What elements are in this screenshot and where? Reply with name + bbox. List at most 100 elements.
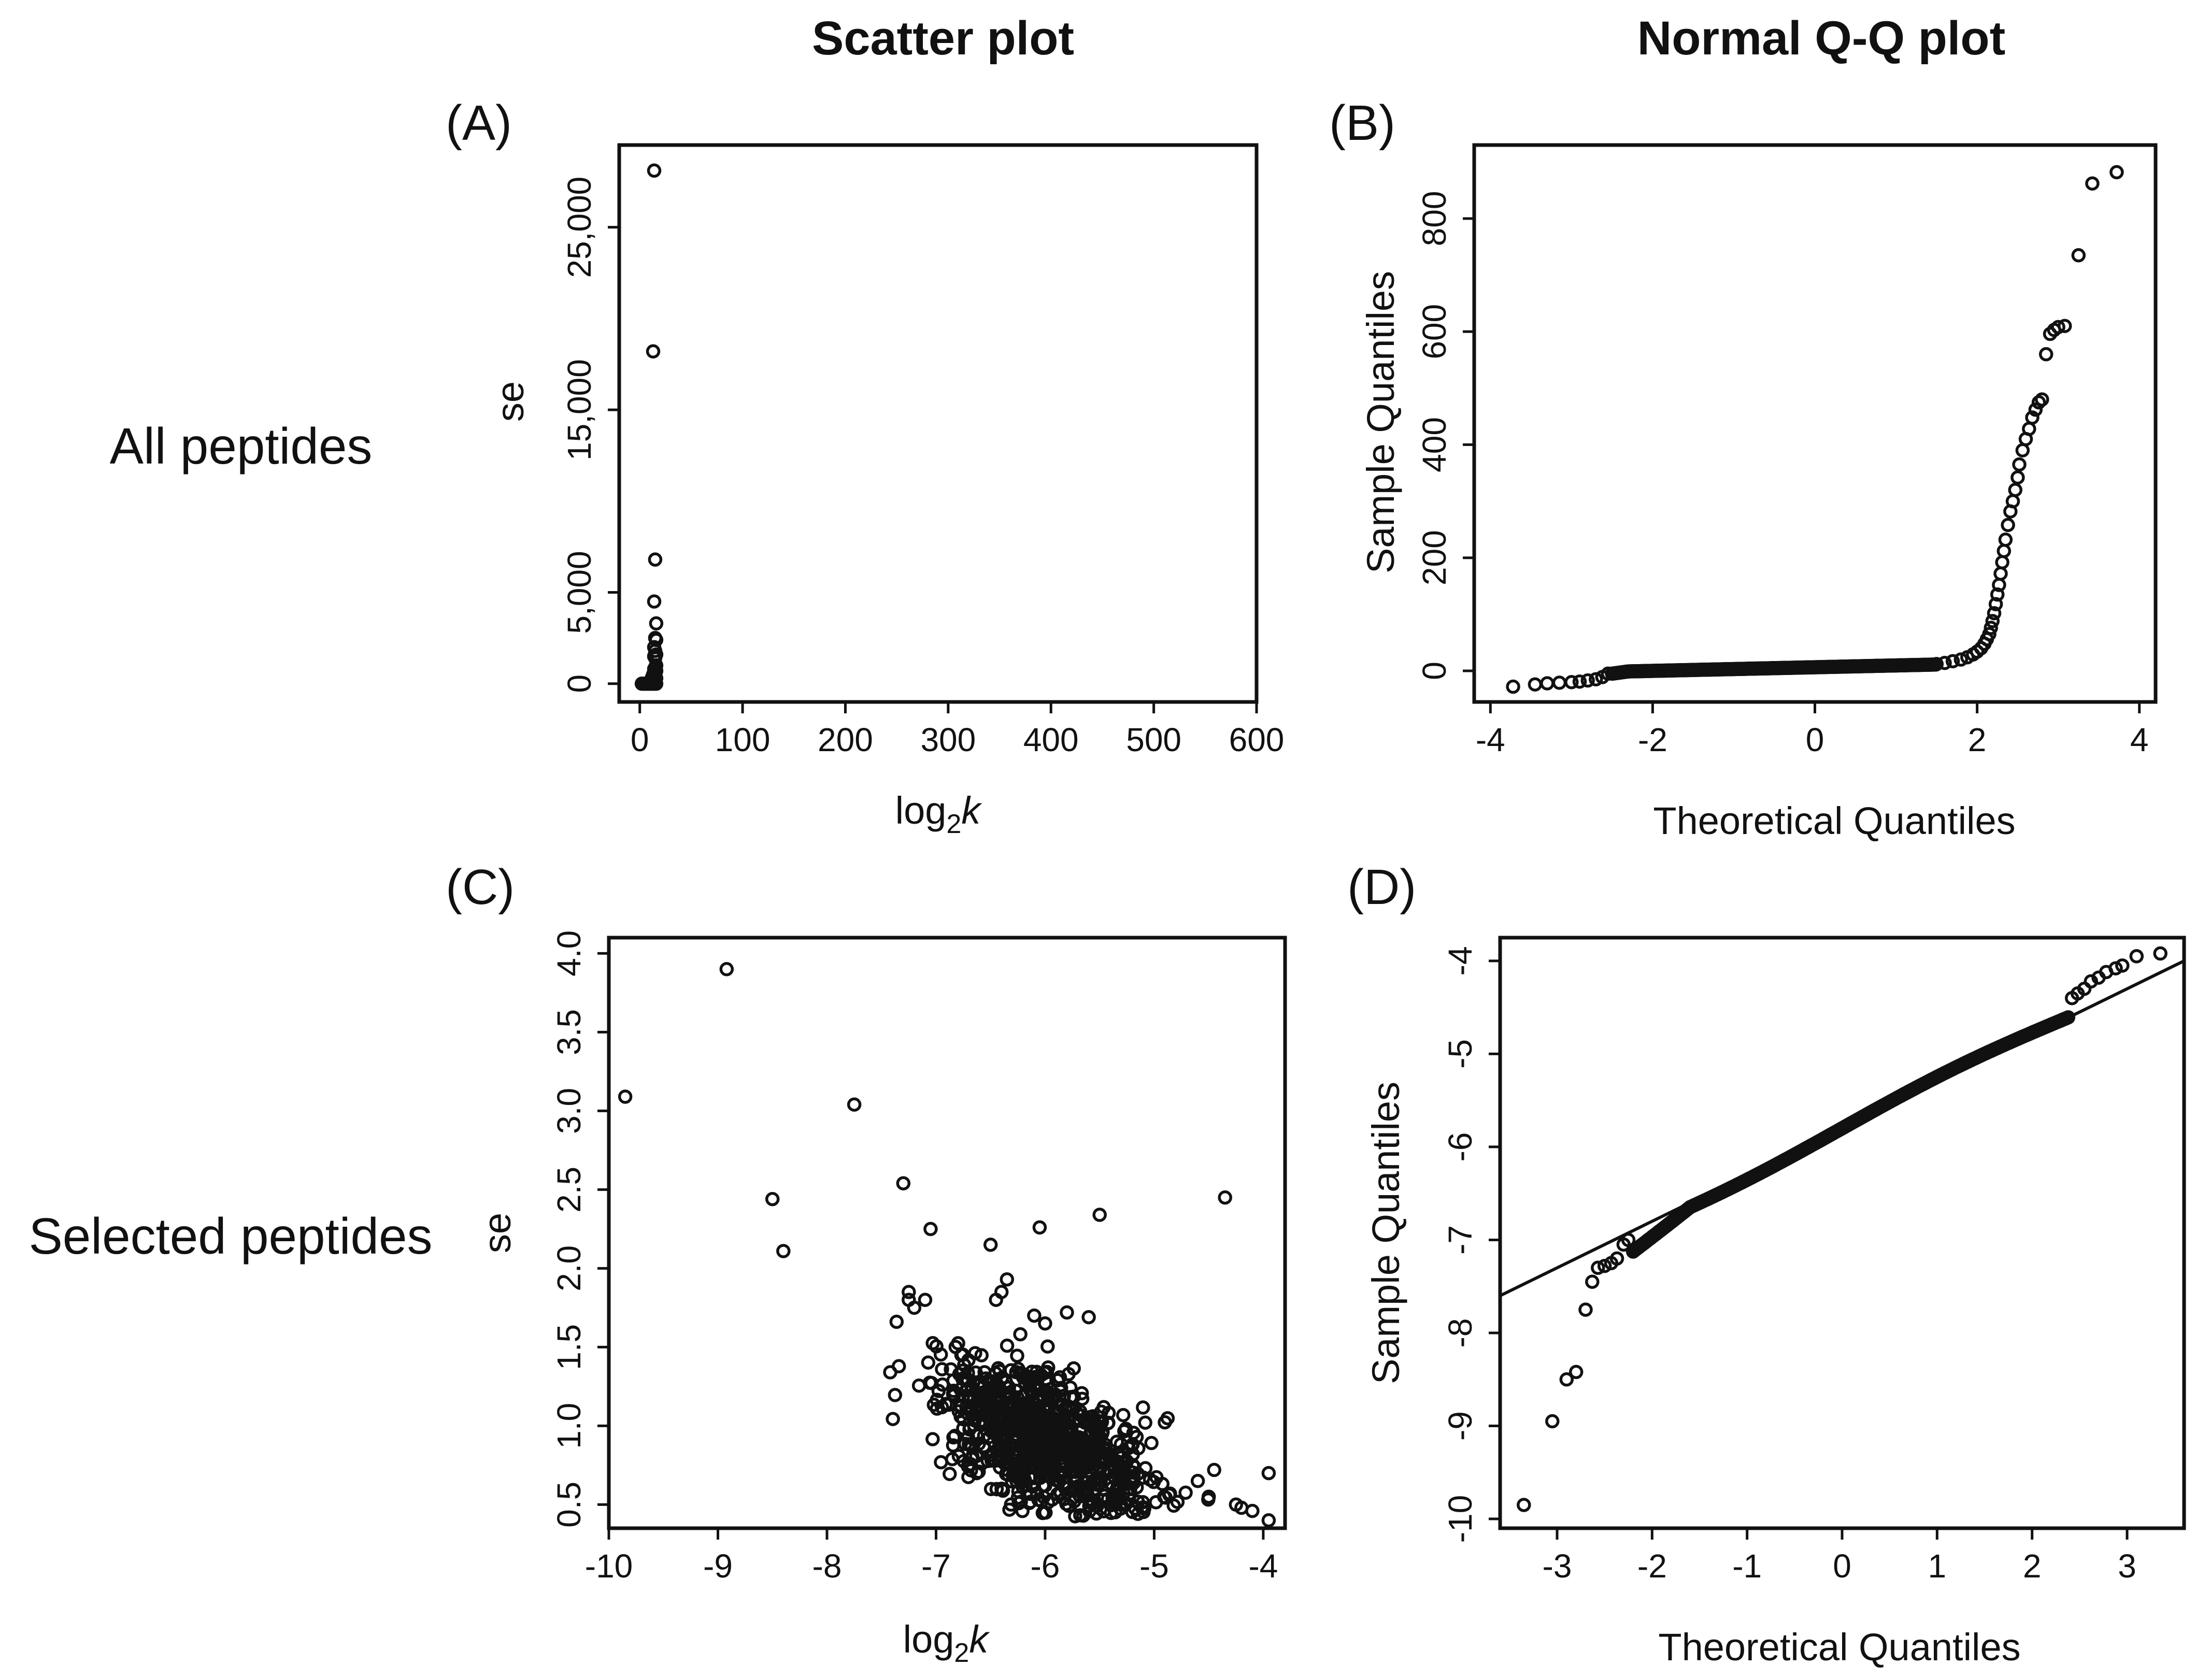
point-d-5 xyxy=(1585,1274,1600,1289)
panel-a-scatter-all: (A) 0 100 200 300 400 500 600 0 5,000 15,000 25,00… xyxy=(446,95,1284,839)
column-title-scatter: Scatter plot xyxy=(812,12,1074,65)
point-b-6 xyxy=(1580,673,1595,688)
point-d-251 xyxy=(2064,990,2079,1006)
xtick-label-c-5: -5 xyxy=(1139,1547,1169,1585)
point-c-860 xyxy=(1218,1190,1232,1205)
point-c-861 xyxy=(883,1365,897,1380)
point-c-865 xyxy=(918,1293,933,1307)
point-c-615 xyxy=(1158,1415,1172,1430)
panel-d-qq-selected: (D) -3 -2 -1 0 1 2 3-10-9-8-7-6-5-4 Sample Qua… xyxy=(1347,859,2186,1669)
point-a-4 xyxy=(649,616,664,631)
plot-frame-c xyxy=(607,936,1287,1530)
point-c-827 xyxy=(1033,1406,1048,1421)
point-b-0 xyxy=(1506,679,1520,694)
panel-b-qq-all: (B) -4 -2 0 2 4 0 200 400 600 800 Sample Quantile… xyxy=(1329,95,2158,842)
point-c-828 xyxy=(1043,1399,1058,1413)
point-c-776 xyxy=(1028,1443,1043,1458)
panel-label-c: (C) xyxy=(446,859,515,915)
panel-c-scatter-selected: (C) -10 -9 -8 -7 -6 -5 -4 0.5 1.0 1.5 2.0 2.5 3.0 3.5… xyxy=(446,859,1287,1668)
xtick-label-b-4: 4 xyxy=(2130,721,2149,758)
point-c-623 xyxy=(1166,1498,1181,1513)
point-c-850 xyxy=(618,1089,633,1104)
point-b-287 xyxy=(2028,403,2043,417)
point-c-512 xyxy=(968,1365,983,1380)
point-c-754 xyxy=(1031,1492,1046,1507)
point-b-314 xyxy=(1960,650,1975,665)
point-c-869 xyxy=(1207,1462,1221,1477)
ylabel-c: se xyxy=(476,1213,519,1253)
point-c-877 xyxy=(1081,1310,1096,1325)
xlabel-a-base: log xyxy=(895,789,947,832)
point-d-9 xyxy=(1609,1251,1624,1266)
row-label-selected-peptides: Selected peptides xyxy=(28,1208,432,1265)
xlabel-d: Theoretical Quantiles xyxy=(1658,1626,2020,1669)
point-b-318 xyxy=(1929,657,1944,671)
point-c-653 xyxy=(1101,1463,1116,1478)
point-c-816 xyxy=(1011,1361,1025,1376)
xtick-label-b-0: -4 xyxy=(1476,721,1505,758)
point-c-862 xyxy=(902,1285,916,1299)
point-b-304 xyxy=(1988,597,2003,611)
point-c-482 xyxy=(925,1432,940,1446)
axis-ticks-b: -4 -2 0 2 4 0 200 400 600 800 xyxy=(1416,191,2148,758)
point-c-582 xyxy=(1089,1506,1104,1521)
xlabel-b: Theoretical Quantiles xyxy=(1653,799,2015,842)
xtick-label-b-2: 0 xyxy=(1806,721,1824,758)
xtick-label-a-2: 200 xyxy=(818,721,873,758)
plot-frame-a xyxy=(617,143,1259,704)
point-c-733 xyxy=(1118,1496,1133,1511)
point-c-854 xyxy=(847,1097,862,1112)
point-c-254 xyxy=(1138,1415,1152,1430)
xtick-label-d-0: -3 xyxy=(1543,1547,1572,1585)
xtick-label-a-5: 500 xyxy=(1126,721,1181,758)
point-c-737 xyxy=(1068,1481,1083,1496)
point-c-377 xyxy=(943,1467,957,1482)
point-b-5 xyxy=(1572,674,1587,689)
ytick-label-a-0: 0 xyxy=(561,674,598,693)
point-c-647 xyxy=(957,1358,972,1372)
point-c-649 xyxy=(1050,1487,1065,1502)
point-b-315 xyxy=(1953,652,1969,667)
point-c-833 xyxy=(1135,1495,1150,1510)
point-c-826 xyxy=(1045,1392,1059,1406)
point-d-0 xyxy=(1517,1498,1531,1512)
ytick-label-b-4: 800 xyxy=(1416,191,1453,246)
point-c-872 xyxy=(1245,1503,1260,1518)
ytick-label-d-5: -5 xyxy=(1442,1039,1479,1069)
point-c-768 xyxy=(938,1397,953,1412)
ytick-label-c-7: 4.0 xyxy=(550,930,588,977)
point-c-344 xyxy=(933,1347,948,1362)
point-c-875 xyxy=(1201,1489,1216,1504)
point-c-856 xyxy=(923,1222,938,1237)
point-c-834 xyxy=(1041,1360,1056,1375)
point-c-793 xyxy=(888,1388,903,1402)
point-c-829 xyxy=(1059,1497,1074,1511)
point-b-292 xyxy=(2012,457,2027,472)
xtick-label-c-6: -4 xyxy=(1248,1547,1278,1585)
xtick-label-c-3: -7 xyxy=(921,1547,951,1585)
point-c-779 xyxy=(924,1375,939,1390)
panel-label-a: (A) xyxy=(446,95,512,151)
xtick-label-c-1: -9 xyxy=(703,1547,733,1585)
point-c-784 xyxy=(1093,1472,1108,1487)
point-c-732 xyxy=(1068,1509,1082,1524)
xtick-label-a-1: 100 xyxy=(715,721,771,758)
ytick-label-b-0: 0 xyxy=(1416,662,1453,680)
point-d-4 xyxy=(1578,1302,1593,1317)
point-a-2 xyxy=(648,552,663,567)
point-c-723 xyxy=(1066,1402,1081,1416)
ytick-label-d-0: -10 xyxy=(1442,1495,1479,1543)
point-c-790 xyxy=(989,1482,1004,1497)
point-c-812 xyxy=(1028,1396,1043,1411)
ytick-label-d-2: -8 xyxy=(1442,1318,1479,1348)
point-c-757 xyxy=(980,1401,995,1416)
point-c-315 xyxy=(1136,1400,1150,1415)
point-c-849 xyxy=(964,1452,979,1466)
point-b-302 xyxy=(1992,578,2006,592)
point-b-278 xyxy=(2085,176,2100,191)
panel-label-b: (B) xyxy=(1329,95,1395,151)
point-c-879 xyxy=(1027,1308,1042,1323)
ytick-label-b-2: 400 xyxy=(1416,417,1453,472)
point-d-2 xyxy=(1559,1372,1574,1387)
